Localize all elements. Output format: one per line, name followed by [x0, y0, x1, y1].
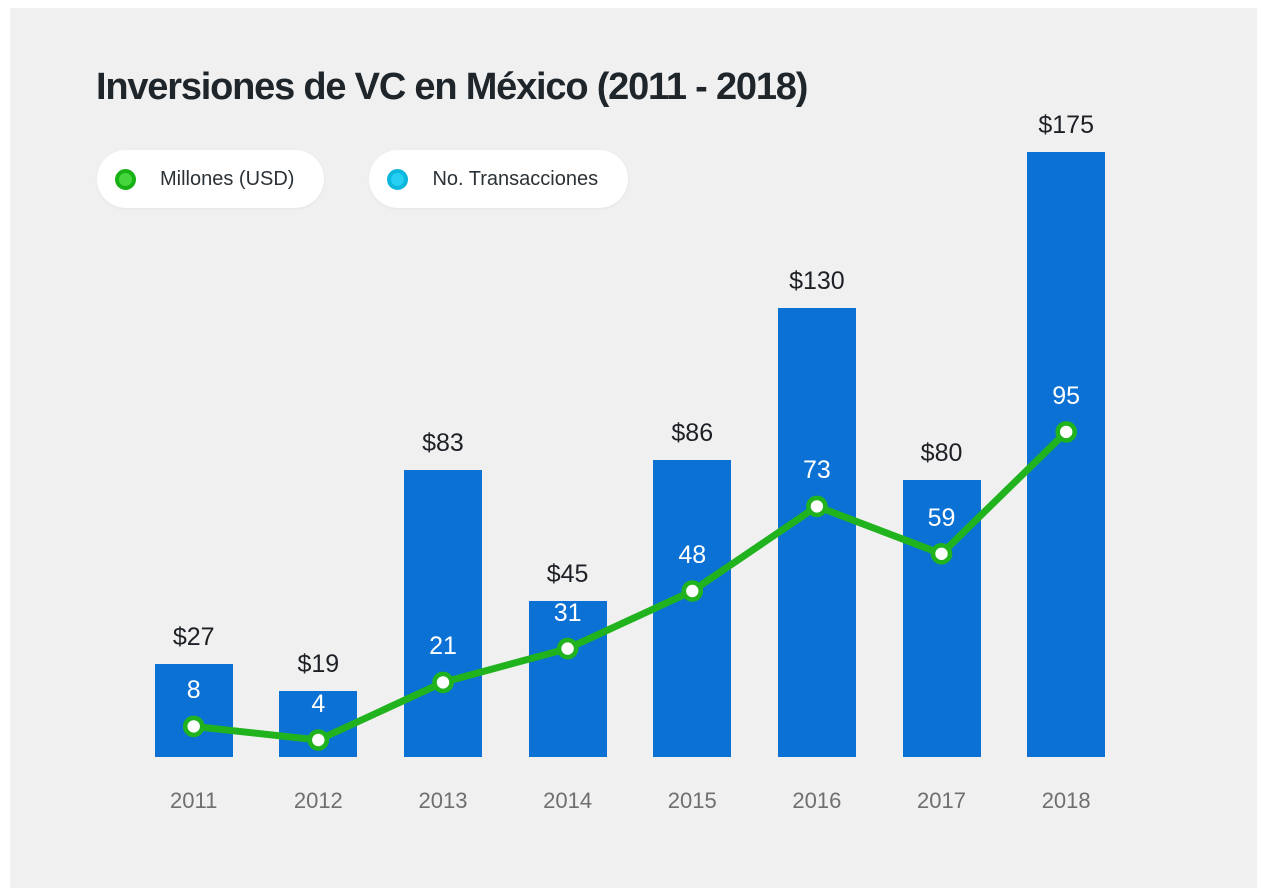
bar-2018	[1027, 152, 1106, 757]
line-value-label: 21	[429, 632, 457, 661]
legend-dot-millones-icon	[115, 168, 136, 190]
line-value-label: 95	[1052, 381, 1081, 410]
x-axis-label: 2012	[293, 788, 343, 813]
x-axis-label: 2017	[917, 788, 966, 813]
line-value-label: 4	[311, 689, 326, 718]
bar-2016	[777, 308, 856, 757]
legend-label-transacciones: No. Transacciones	[432, 167, 599, 190]
chart-title: Inversiones de VC en México (2011 - 2018…	[96, 66, 808, 108]
x-axis-label: 2011	[170, 788, 218, 813]
bar-amount-label: $80	[920, 439, 963, 467]
x-axis-label: 2013	[418, 788, 468, 813]
line-value-label: 48	[678, 541, 707, 570]
x-axis-label: 2014	[543, 788, 593, 813]
bar-amount-label: $175	[1038, 111, 1094, 139]
x-axis-label: 2018	[1041, 788, 1091, 813]
legend-item-no-transacciones: No. Transacciones	[369, 150, 629, 208]
legend-item-millones-usd: Millones (USD)	[97, 150, 325, 208]
bar-2015	[653, 460, 732, 757]
bar-2013	[403, 470, 482, 757]
line-value-label: 59	[927, 503, 956, 532]
legend: Millones (USD) No. Transacciones	[97, 150, 629, 208]
legend-label-millones: Millones (USD)	[160, 167, 295, 190]
x-axis-label: 2015	[667, 788, 717, 813]
line-value-label: 31	[553, 598, 582, 627]
bar-amount-label: $83	[422, 429, 464, 457]
x-axis-label: 2016	[792, 788, 842, 813]
legend-dot-transacciones-icon	[387, 168, 409, 190]
bar-amount-label: $130	[789, 267, 845, 295]
bar-amount-label: $86	[671, 419, 714, 447]
